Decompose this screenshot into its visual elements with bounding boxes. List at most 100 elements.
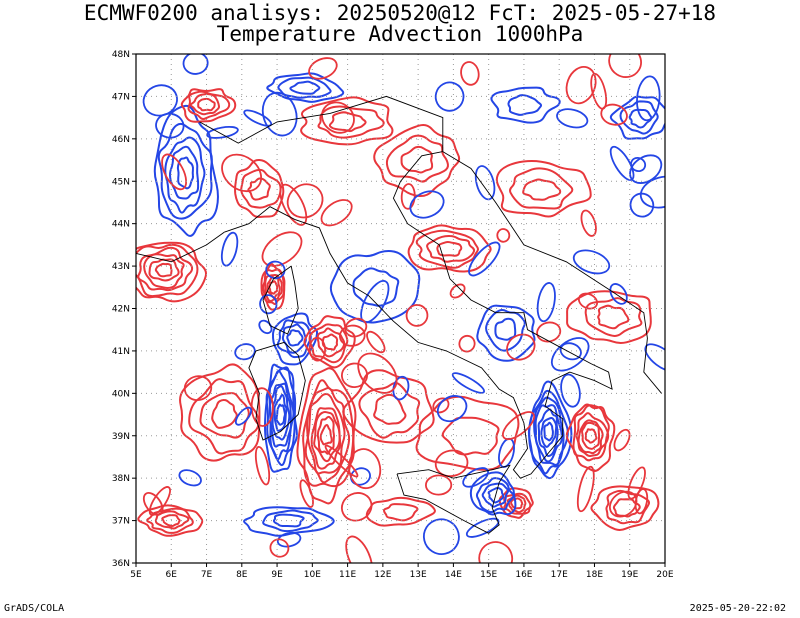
- minor-contour: [609, 283, 628, 305]
- lon-tick-label: 11E: [339, 570, 356, 580]
- cold-advection-contour: [164, 136, 206, 214]
- cold-advection-contour: [481, 482, 510, 508]
- minor-contour: [261, 231, 303, 267]
- minor-contour: [462, 467, 489, 488]
- warm-advection-contour: [302, 379, 355, 488]
- lon-tick-label: 12E: [374, 570, 391, 580]
- minor-contour: [254, 445, 271, 486]
- minor-contour: [536, 321, 562, 343]
- minor-contour: [609, 145, 635, 181]
- warm-advection-contour: [146, 507, 194, 534]
- minor-contour: [609, 490, 638, 518]
- warm-advection-contour: [136, 243, 199, 298]
- minor-contour: [155, 112, 185, 139]
- warm-advection-contour: [509, 167, 574, 210]
- axis-ticks: 5E 6E 7E 8E 9E 10E 11E 12E 13E 14E 15E 16E 17E 18E 19E…: [112, 50, 674, 580]
- warm-advection-contour: [328, 111, 367, 133]
- minor-contour: [572, 249, 611, 275]
- lon-tick-label: 15E: [480, 570, 497, 580]
- minor-contour: [261, 91, 298, 137]
- warm-advection-contour: [179, 363, 261, 462]
- minor-contour: [451, 372, 485, 394]
- minor-contour: [608, 54, 642, 78]
- lat-tick-label: 46N: [112, 135, 130, 145]
- warm-advection-contour: [510, 497, 524, 510]
- lon-tick-label: 16E: [515, 570, 532, 580]
- minor-contour: [161, 153, 188, 191]
- warm-advection-contour: [268, 280, 279, 295]
- warm-advection-contour: [577, 419, 604, 455]
- warm-advection-contour: [154, 510, 190, 530]
- cold-advection-contour: [281, 323, 307, 354]
- warm-advection-contour: [565, 403, 616, 472]
- map-title-line2: Temperature Advection 1000hPa: [216, 22, 584, 46]
- coastline: [224, 151, 613, 479]
- lon-tick-label: 17E: [551, 570, 568, 580]
- cold-advection-contour: [289, 80, 321, 95]
- warm-advection-contour: [342, 369, 435, 444]
- minor-contour: [220, 231, 239, 267]
- minor-contour: [286, 183, 324, 219]
- cold-advection-contour: [169, 145, 200, 200]
- minor-contour: [308, 57, 338, 80]
- cold-advection-contour: [329, 250, 421, 324]
- warm-advection-contour: [575, 412, 610, 457]
- warm-advection-contour: [584, 297, 643, 337]
- minor-contour: [474, 165, 496, 201]
- minor-contour: [498, 437, 515, 468]
- minor-contour: [206, 125, 239, 139]
- minor-contour: [348, 448, 382, 490]
- cold-advection-contour: [268, 370, 295, 461]
- warm-advection-contour: [303, 315, 356, 369]
- minor-contour: [357, 352, 398, 394]
- minor-contour: [560, 373, 581, 408]
- minor-contour: [142, 492, 164, 516]
- warm-advection-contour: [296, 367, 357, 505]
- minor-contour: [580, 209, 597, 237]
- minor-contour: [550, 337, 590, 372]
- warm-advection-contour: [383, 503, 419, 522]
- warm-advection-contour: [136, 241, 208, 303]
- warm-advection-contour: [211, 398, 238, 429]
- lat-tick-label: 38N: [112, 474, 130, 484]
- minor-contour: [629, 154, 663, 184]
- warm-advection-contour: [148, 258, 180, 282]
- minor-contour: [258, 319, 273, 335]
- minor-contour: [345, 535, 373, 563]
- cold-advection-contour: [272, 513, 305, 528]
- minor-contour: [178, 469, 202, 487]
- warm-advection-contour: [436, 240, 463, 257]
- warm-advection-contour: [137, 504, 204, 537]
- lat-tick-label: 48N: [112, 50, 130, 60]
- coastline-borders: [136, 95, 662, 534]
- minor-contour: [321, 101, 355, 134]
- minor-contour: [148, 486, 171, 516]
- cold-advection-contour: [533, 396, 565, 466]
- minor-contour: [639, 175, 665, 209]
- minor-contour: [344, 317, 368, 338]
- cold-advection-contour: [263, 363, 298, 473]
- minor-contour: [436, 395, 468, 423]
- minor-contour: [183, 375, 213, 401]
- contour-layer: [136, 54, 665, 563]
- cold-advection-contour: [352, 267, 400, 307]
- minor-contour: [259, 294, 278, 315]
- minor-contour: [432, 397, 450, 414]
- warm-advection-contour: [373, 393, 407, 425]
- warm-advection-contour: [317, 105, 385, 139]
- minor-contour: [449, 283, 466, 299]
- warm-advection-contour: [385, 134, 449, 183]
- warm-advection-contour: [234, 158, 285, 219]
- minor-contour: [234, 343, 256, 361]
- cold-advection-contour: [527, 380, 573, 480]
- minor-contour: [627, 466, 646, 500]
- minor-contour: [460, 61, 480, 86]
- minor-contour: [478, 541, 514, 563]
- cold-advection-contour: [487, 486, 505, 504]
- cold-advection-contour: [262, 509, 319, 533]
- cold-advection-contour: [507, 94, 543, 116]
- cold-advection-contour: [157, 122, 213, 220]
- lat-tick-label: 42N: [112, 305, 130, 315]
- warm-advection-contour: [495, 160, 592, 218]
